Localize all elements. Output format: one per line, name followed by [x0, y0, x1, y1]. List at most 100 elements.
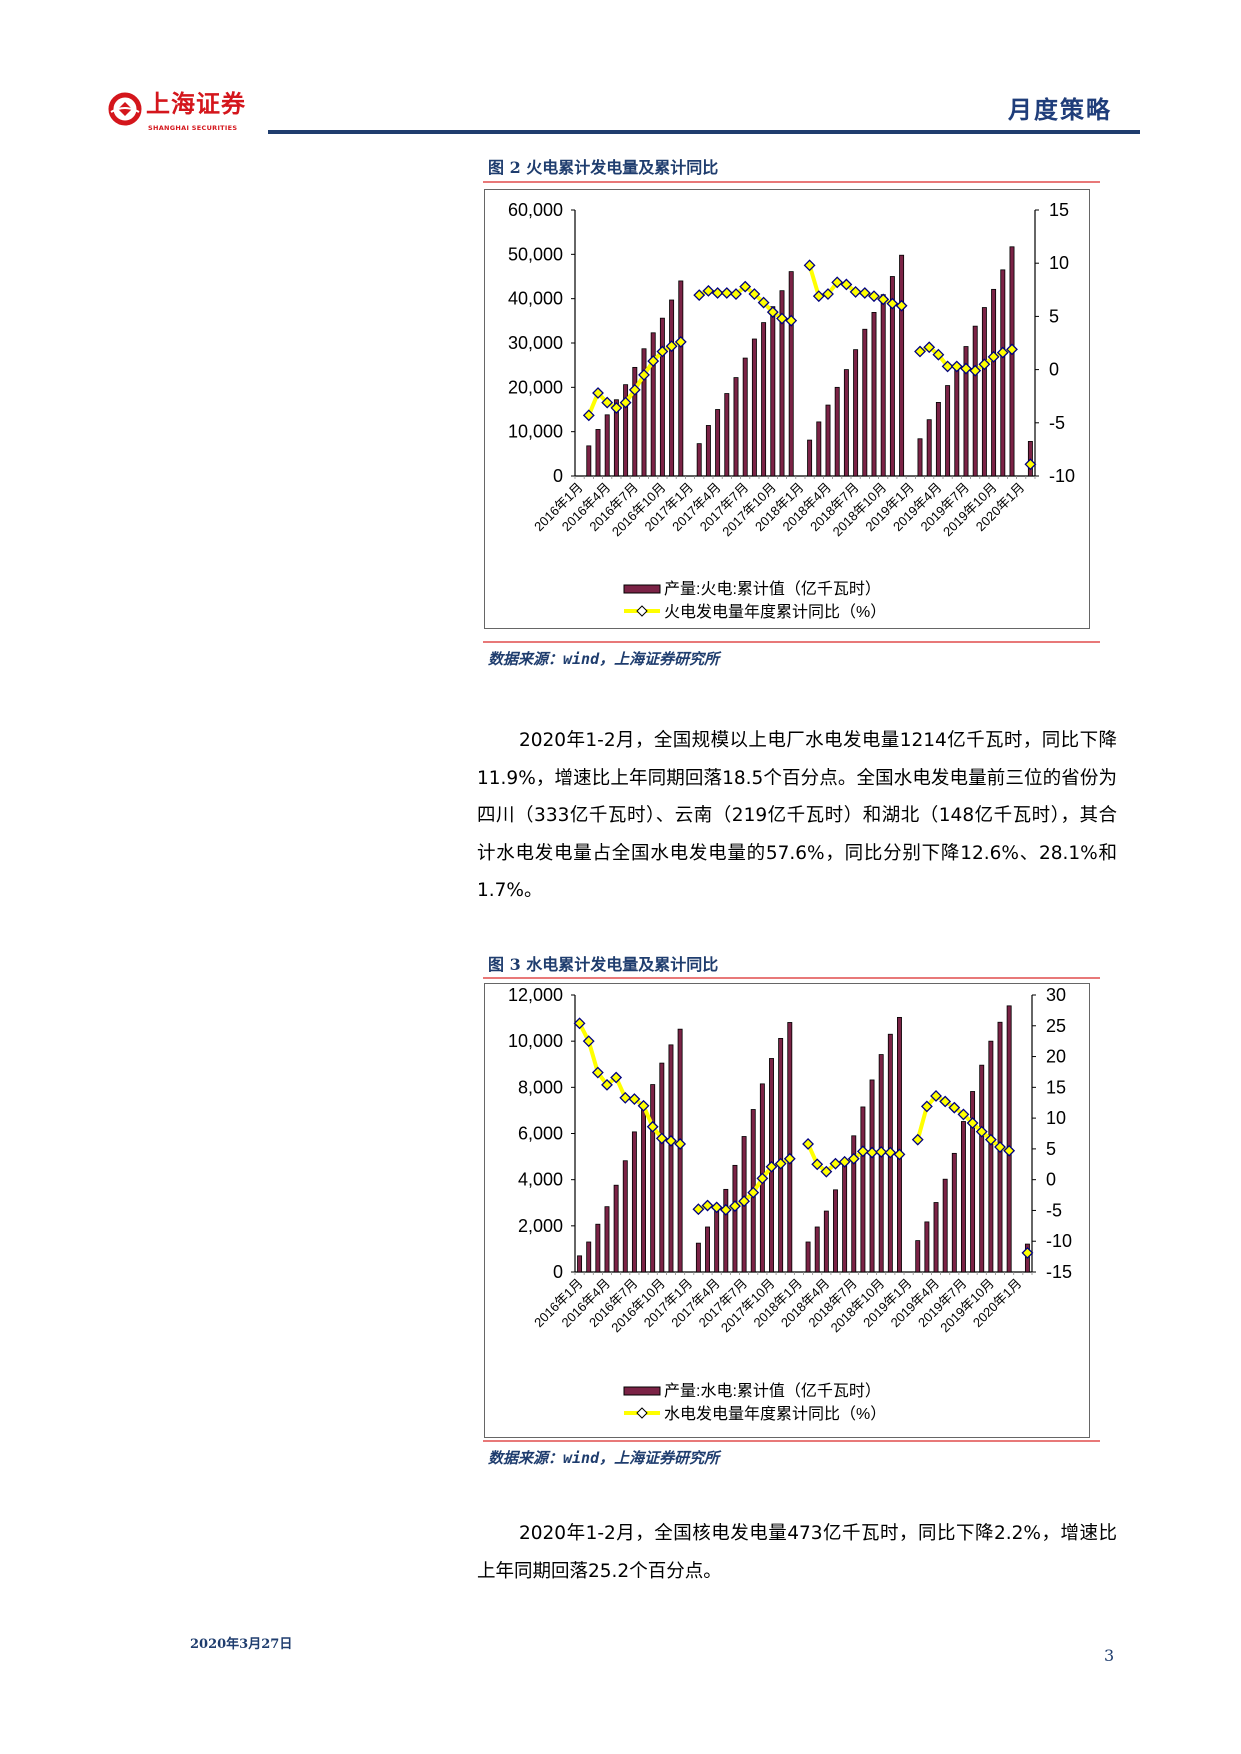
left-axis-tick-label: 20,000: [508, 377, 563, 397]
line-point-marker: [729, 1200, 741, 1213]
bar: [723, 1188, 729, 1273]
line-point-marker: [939, 1095, 952, 1108]
bar: [631, 1131, 637, 1273]
left-axis-tick-label: 60,000: [508, 200, 563, 220]
figure3-caption: 图 3 水电累计发电量及累计同比: [488, 955, 719, 974]
bar: [825, 404, 831, 477]
legend-bar-swatch: [623, 584, 661, 594]
bar: [823, 1210, 829, 1273]
line-point-marker: [674, 336, 687, 348]
line-point-marker: [866, 1146, 878, 1159]
line-point-marker: [856, 1145, 869, 1158]
line-point-marker: [877, 293, 890, 306]
bar: [851, 1135, 857, 1273]
line-point-marker: [765, 1160, 778, 1173]
left-axis-tick-label: 6,000: [518, 1124, 563, 1144]
bar: [733, 377, 739, 477]
bar: [924, 1221, 930, 1273]
legend-line-label: 水电发电量年度累计同比（%）: [664, 1405, 886, 1423]
footer-date: 2020年3月27日: [190, 1637, 293, 1652]
line-point-marker: [1003, 1144, 1016, 1157]
bar: [834, 386, 840, 477]
bar: [632, 366, 638, 477]
bar: [705, 1226, 710, 1273]
bar: [979, 1064, 985, 1273]
figure2-source: 数据来源：wind，上海证券研究所: [488, 650, 720, 668]
line-point-marker: [858, 287, 871, 299]
line-point-marker: [748, 288, 761, 300]
logo-text-cn: 上海证券: [146, 89, 246, 118]
bar: [871, 312, 877, 477]
line-point-marker: [829, 1157, 842, 1170]
report-type-title: 月度策略: [1008, 95, 1112, 124]
left-axis-tick-label: 4,000: [518, 1170, 563, 1190]
line-point-marker: [720, 287, 733, 299]
bar: [816, 421, 822, 477]
left-axis-tick-label: 12,000: [508, 985, 563, 1005]
bar: [926, 419, 932, 477]
left-axis-tick-label: 10,000: [508, 422, 563, 442]
bar: [714, 1209, 720, 1273]
line-point-marker: [932, 348, 945, 361]
figure3-source: 数据来源：wind，上海证券研究所: [488, 1449, 720, 1467]
line-point-marker: [1006, 343, 1018, 356]
line-point-marker: [730, 288, 742, 300]
bar: [751, 338, 757, 477]
bar: [951, 1152, 957, 1273]
line-point-marker: [1021, 1246, 1034, 1259]
line-point-marker: [601, 396, 614, 409]
line-point-marker: [812, 290, 825, 303]
line-point-marker: [619, 396, 632, 409]
bar: [991, 288, 997, 477]
bar: [669, 299, 675, 477]
bar: [732, 1164, 738, 1273]
series-line: [577, 1022, 681, 1146]
line-point-marker: [941, 360, 954, 373]
bar: [641, 348, 647, 477]
bar: [659, 1062, 665, 1273]
logo-emblem-icon: [108, 92, 142, 126]
right-axis-tick-label: 5: [1046, 1139, 1056, 1159]
line-point-marker: [966, 1117, 979, 1129]
left-axis-tick-label: 10,000: [508, 1031, 563, 1051]
left-axis-tick-label: 0: [553, 1262, 563, 1282]
figure2-top-rule: [483, 181, 1100, 183]
line-point-marker: [975, 1125, 988, 1138]
bar: [933, 1202, 939, 1273]
line-point-marker: [756, 1172, 769, 1185]
line-point-marker: [849, 286, 862, 298]
left-axis-tick-label: 8,000: [518, 1077, 563, 1097]
thermal-power-chart-svg: 0 10,000 20,000 30,000 40,000 50,000 60,000 -10…: [508, 200, 1075, 621]
bar: [595, 1223, 601, 1273]
right-axis-tick-label: 30: [1046, 985, 1066, 1005]
line-point-marker: [628, 383, 641, 396]
line-point-marker: [875, 1146, 888, 1158]
line-point-marker: [960, 362, 972, 375]
line-point-marker: [803, 259, 816, 272]
line-point-marker: [911, 1133, 924, 1146]
line-point-marker: [582, 409, 595, 422]
bar: [833, 1189, 838, 1273]
figure3-top-rule: [483, 977, 1100, 979]
bar: [1000, 269, 1006, 477]
header-divider: [268, 130, 1140, 134]
line-point-marker: [628, 1093, 641, 1105]
legend-diamond-icon: [636, 1407, 648, 1419]
bar: [869, 1079, 875, 1273]
bar: [622, 1160, 628, 1273]
line-point-marker: [582, 1035, 595, 1048]
line-point-marker: [647, 355, 660, 368]
bar: [880, 294, 886, 477]
line-point-marker: [637, 1099, 650, 1112]
line-point-marker: [822, 288, 834, 300]
bar: [843, 369, 849, 477]
bar: [604, 1206, 610, 1273]
bar: [586, 445, 592, 477]
line-point-marker: [692, 1203, 705, 1216]
line-point-marker: [738, 1195, 751, 1208]
legend-line-label: 火电发电量年度累计同比（%）: [664, 603, 886, 621]
bar: [778, 1037, 784, 1273]
bar: [641, 1108, 647, 1273]
bar: [853, 349, 859, 477]
line-point-marker: [811, 1158, 824, 1171]
